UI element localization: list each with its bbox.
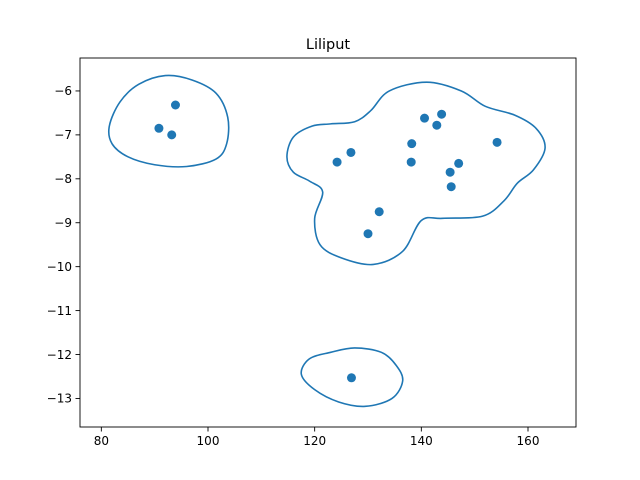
data-point-17 <box>346 373 356 383</box>
y-tick-label: −12 <box>47 348 72 362</box>
x-tick-label: 160 <box>517 434 540 448</box>
data-point-15 <box>374 207 384 217</box>
contour-line-1 <box>107 74 230 168</box>
x-tick-label: 140 <box>410 434 433 448</box>
plot-frame <box>79 57 577 428</box>
data-point-5 <box>346 147 356 157</box>
y-tick-label: −6 <box>54 84 72 98</box>
y-tick-label: −7 <box>54 128 72 142</box>
data-point-11 <box>445 167 455 177</box>
y-tick-label: −10 <box>47 260 72 274</box>
data-point-7 <box>406 157 416 167</box>
data-point-16 <box>363 229 373 239</box>
data-point-8 <box>420 113 430 123</box>
data-point-12 <box>446 182 456 192</box>
data-point-9 <box>432 120 442 130</box>
data-point-4 <box>332 157 342 167</box>
data-point-3 <box>167 130 177 140</box>
contour-line-3 <box>300 347 404 408</box>
y-tick-label: −11 <box>47 304 72 318</box>
x-tick-label: 100 <box>197 434 220 448</box>
x-tick-label: 120 <box>303 434 326 448</box>
y-tick-label: −13 <box>47 392 72 406</box>
y-tick-label: −8 <box>54 172 72 186</box>
data-point-6 <box>407 139 417 149</box>
data-point-2 <box>154 123 164 133</box>
data-point-14 <box>492 137 502 147</box>
data-point-10 <box>437 109 447 119</box>
x-tick-label: 80 <box>94 434 109 448</box>
data-point-1 <box>170 100 180 110</box>
chart-title: Liliput <box>306 37 351 53</box>
data-point-13 <box>454 158 464 168</box>
y-tick-label: −9 <box>54 216 72 230</box>
contour-line-2 <box>286 81 546 266</box>
point-layer <box>154 100 502 383</box>
axis-layer: 80 100 120 140 160 −6 −7 −8 −9 −10 −11 −12 −13 <box>47 57 577 448</box>
contour-layer <box>107 74 546 408</box>
